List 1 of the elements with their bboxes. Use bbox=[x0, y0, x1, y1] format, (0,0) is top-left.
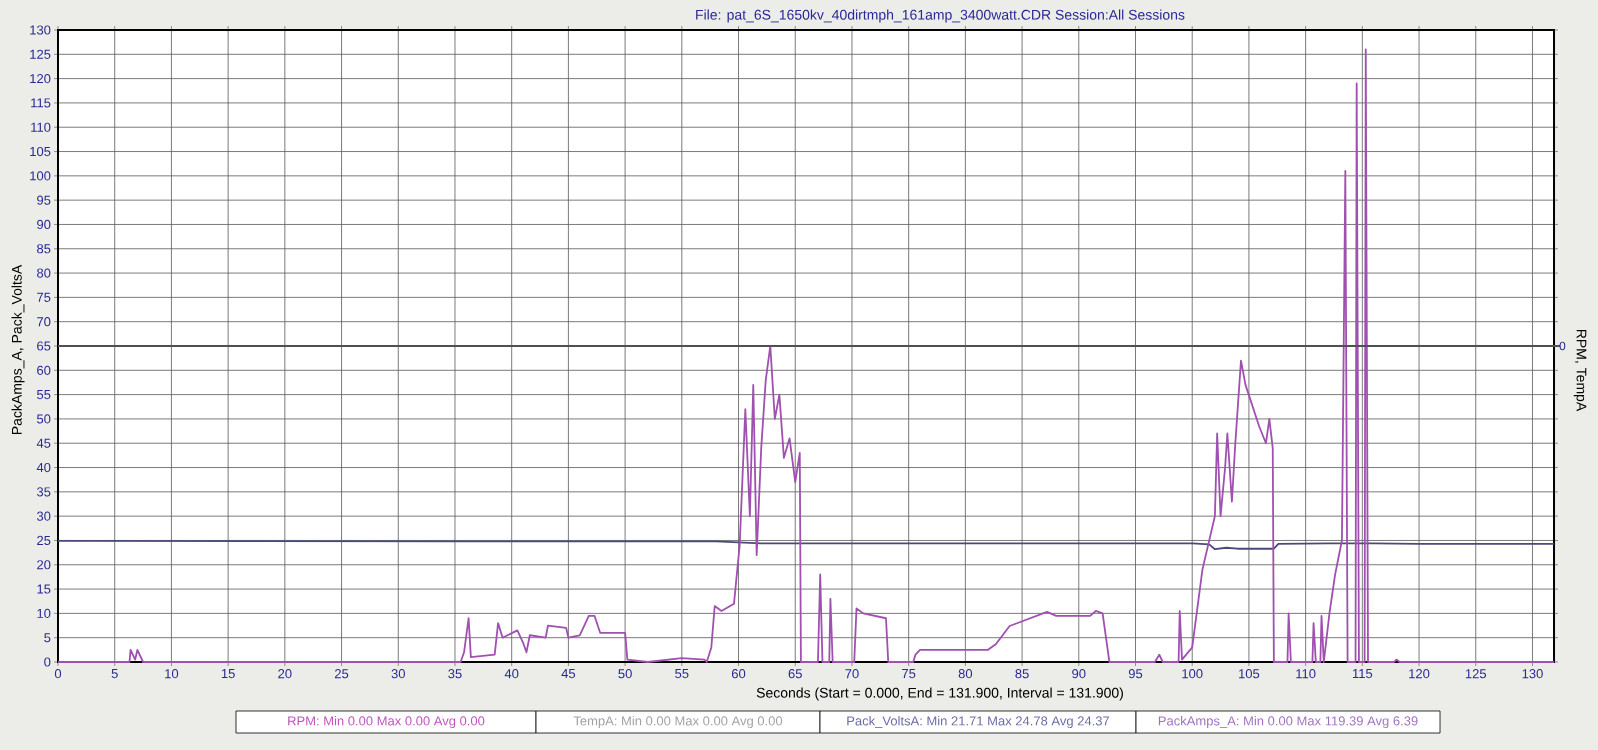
line-series bbox=[57, 48, 1555, 663]
